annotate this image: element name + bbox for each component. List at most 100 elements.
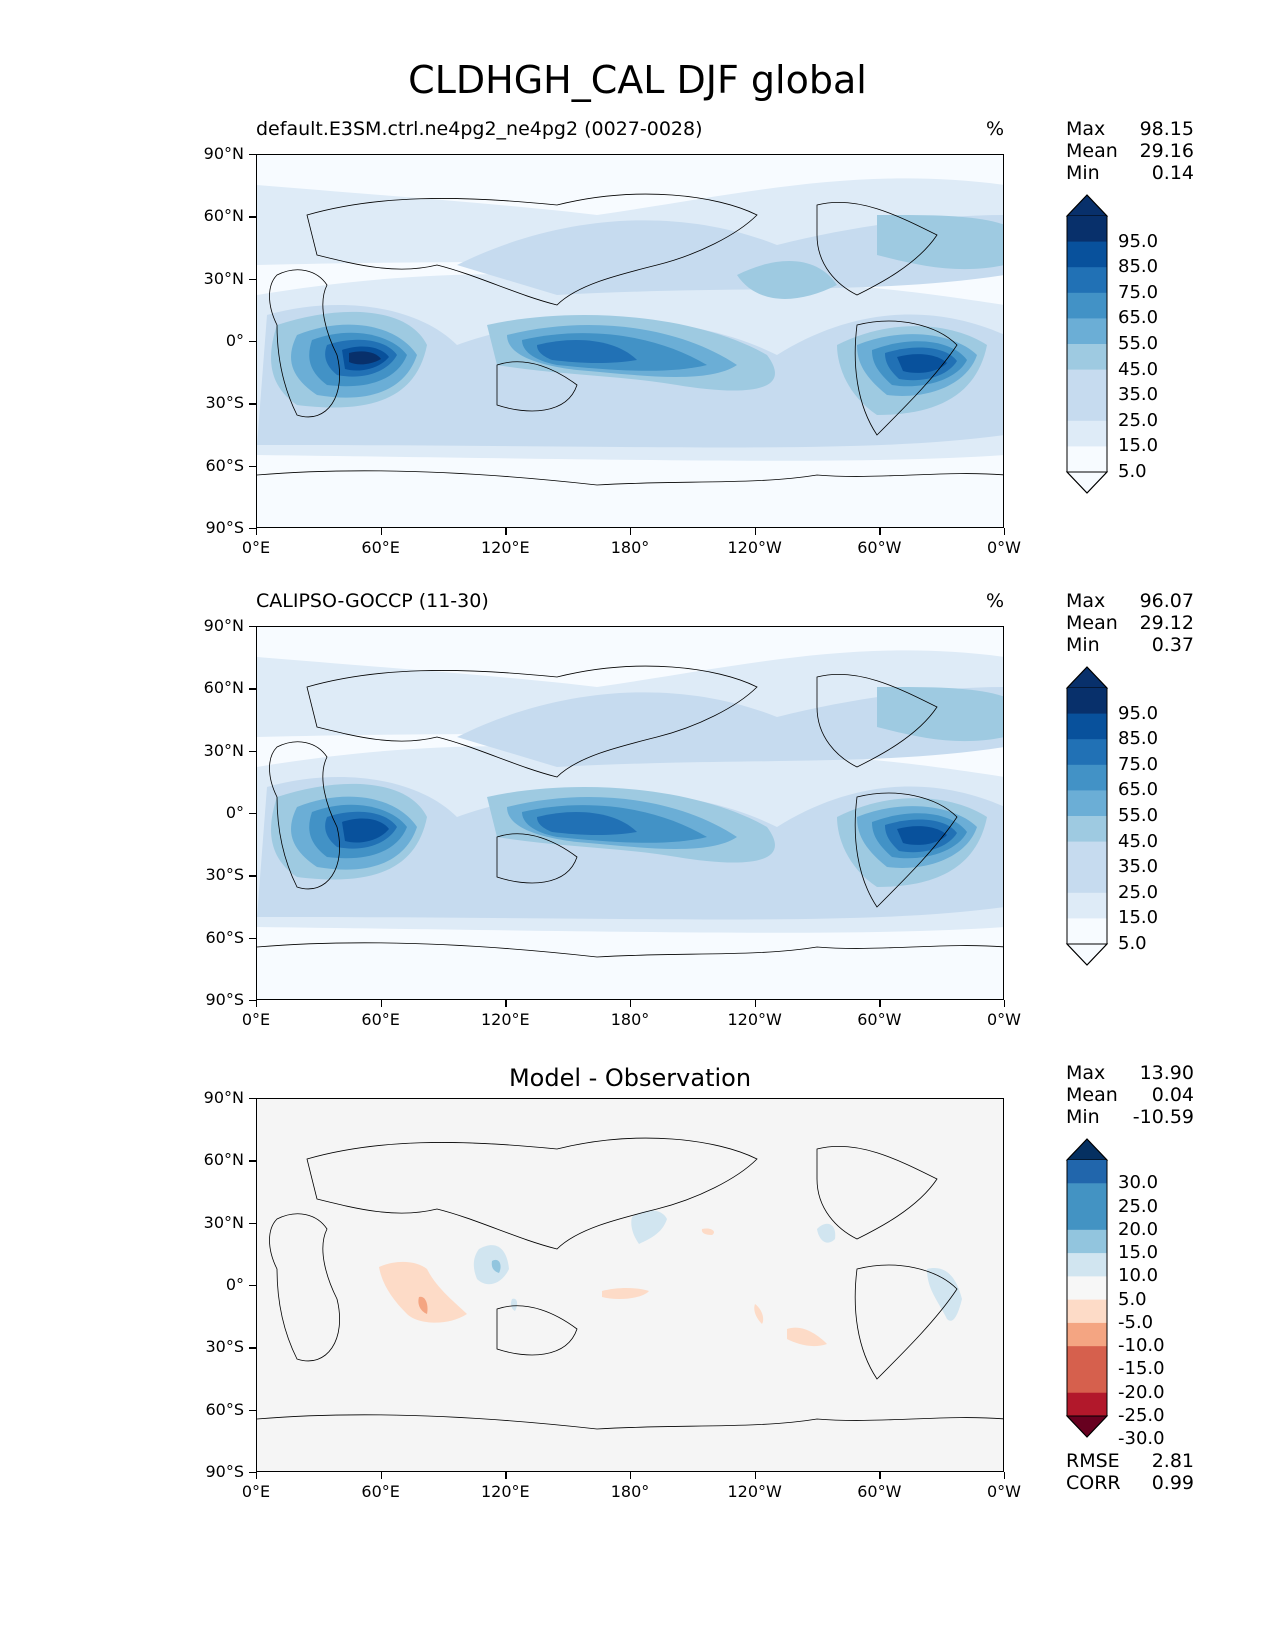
x-tick-label: 0°E (241, 1010, 271, 1029)
x-tick-label: 60°W (857, 1482, 902, 1501)
colorbar-tick-label: 15.0 (1118, 435, 1159, 457)
x-tick (879, 1000, 881, 1007)
colorbar-tick-label: -20.0 (1118, 1381, 1165, 1403)
x-tick (1004, 528, 1006, 535)
x-tick (256, 1472, 258, 1479)
colorbar-tick-label: 25.0 (1118, 1195, 1159, 1217)
x-tick (630, 1472, 632, 1479)
colorbar-segment (1067, 420, 1107, 447)
x-tick-label: 60°W (857, 1010, 902, 1029)
y-tick (249, 465, 256, 467)
x-tick-label: 120°E (481, 1482, 530, 1501)
rmse-label: RMSE (1066, 1450, 1120, 1472)
colorbar-segment (1067, 216, 1107, 243)
max-value: 98.15 (1139, 118, 1194, 140)
model-panel-title: default.E3SM.ctrl.ne4pg2_ne4pg2 (0027-00… (256, 118, 703, 140)
colorbar-outline (1066, 666, 1108, 966)
x-tick (754, 1472, 756, 1479)
y-tick-label: 60°N (203, 1150, 244, 1170)
x-tick-label: 180° (610, 1010, 650, 1029)
colorbar-segment (1067, 790, 1107, 817)
colorbar-segment (1067, 816, 1107, 843)
max-value: 13.90 (1139, 1062, 1194, 1084)
x-tick-label: 120°E (481, 538, 530, 557)
min-label: Min (1066, 162, 1100, 184)
x-tick (380, 1472, 382, 1479)
y-tick (249, 1098, 256, 1100)
y-tick (249, 1000, 256, 1002)
y-tick (249, 278, 256, 280)
colorbar-tick-label: 55.0 (1118, 805, 1159, 826)
x-tick-label: 0°W (987, 538, 1021, 557)
colorbar-tick-label: 15.0 (1118, 1242, 1159, 1264)
diff-map-field (257, 1099, 1003, 1471)
colorbar-segment (1067, 739, 1107, 766)
x-tick-label: 0°E (241, 1482, 271, 1501)
mean-value: 29.16 (1139, 140, 1194, 162)
y-tick-label: 60°S (205, 927, 244, 947)
colorbar-segment (1067, 1253, 1107, 1277)
colorbar-segment (1067, 344, 1107, 371)
mean-label: Mean (1066, 1084, 1118, 1106)
colorbar-segment (1067, 395, 1107, 422)
x-tick (380, 528, 382, 535)
colorbar-tick-label: 25.0 (1118, 409, 1159, 431)
model-colorbar (1065, 194, 1109, 494)
colorbar-extend-bottom (1065, 1415, 1109, 1438)
x-tick-label: 0°W (987, 1010, 1021, 1029)
colorbar-segment (1067, 1160, 1107, 1184)
colorbar-tick-label: 65.0 (1118, 307, 1159, 329)
obs-units: % (985, 590, 1004, 612)
x-tick (380, 1000, 382, 1007)
y-tick (249, 1472, 256, 1474)
colorbar-segment (1067, 446, 1107, 473)
min-value: 0.37 (1151, 634, 1194, 656)
colorbar-tick-label: 95.0 (1118, 702, 1159, 724)
colorbar-tick-label: 75.0 (1118, 281, 1159, 303)
obs-map (256, 626, 1004, 1000)
model-map (256, 154, 1004, 528)
colorbar-segment (1067, 1346, 1107, 1370)
max-label: Max (1066, 590, 1106, 612)
colorbar-segment (1067, 841, 1107, 868)
colorbar-segment (1067, 267, 1107, 294)
colorbar-outline (1066, 1138, 1108, 1438)
y-tick (249, 750, 256, 752)
colorbar-tick-label: -10.0 (1118, 1335, 1165, 1357)
y-tick-label: 0° (225, 1275, 244, 1294)
colorbar-segment (1067, 1206, 1107, 1231)
model-stats: Max 98.15 Mean 29.16 Min 0.14 (1066, 118, 1194, 184)
colorbar-segment (1067, 292, 1107, 319)
x-tick (754, 528, 756, 535)
y-tick (249, 813, 256, 815)
colorbar-extend-bottom (1065, 471, 1109, 494)
y-tick-label: 60°N (203, 678, 244, 698)
colorbar-segment (1067, 1229, 1107, 1254)
min-value: 0.14 (1151, 162, 1194, 184)
x-tick (754, 1000, 756, 1007)
colorbar-tick-label: -30.0 (1118, 1428, 1165, 1450)
y-tick-label: 30°N (203, 740, 244, 760)
min-label: Min (1066, 634, 1100, 656)
x-tick (879, 528, 881, 535)
x-tick (505, 1000, 507, 1007)
max-label: Max (1066, 118, 1106, 140)
colorbar-segment (1067, 1183, 1107, 1208)
y-tick-label: 30°S (205, 865, 244, 885)
diff-metrics: RMSE 2.81 CORR 0.99 (1066, 1450, 1194, 1494)
y-tick-label: 90°N (203, 1088, 244, 1107)
min-value: -10.59 (1132, 1106, 1194, 1128)
corr-label: CORR (1066, 1472, 1121, 1494)
figure-title: CLDHGH_CAL DJF global (408, 58, 867, 102)
y-tick-label: 60°S (205, 1399, 244, 1419)
y-tick-label: 90°N (203, 144, 244, 163)
x-tick-label: 0°W (987, 1482, 1021, 1501)
y-tick-label: 60°S (205, 455, 244, 475)
colorbar-tick-label: 5.0 (1118, 1288, 1147, 1310)
colorbar-extend-top (1065, 194, 1109, 217)
colorbar-tick-label: 5.0 (1118, 461, 1147, 482)
y-tick (249, 528, 256, 530)
obs-panel-title: CALIPSO-GOCCP (11-30) (256, 590, 489, 612)
colorbar-tick-label: 25.0 (1118, 881, 1159, 903)
colorbar-tick-label: 30.0 (1118, 1172, 1159, 1194)
